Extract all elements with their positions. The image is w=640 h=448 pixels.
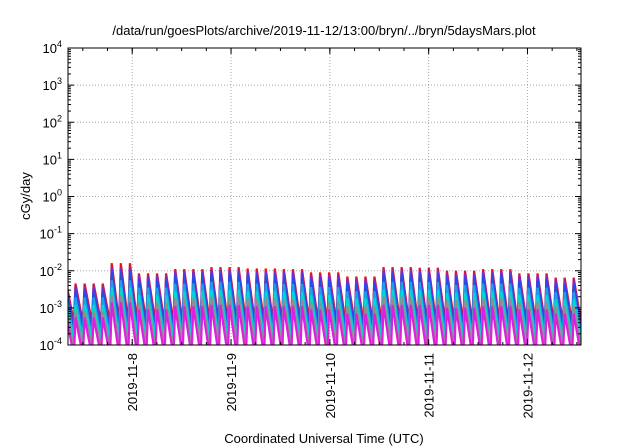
y-tick-label: 103 <box>43 76 62 93</box>
y-tick-label-exponent: -1 <box>54 225 62 235</box>
y-tick-label: 10-1 <box>40 225 62 242</box>
y-axis-label: cGy/day <box>18 172 33 220</box>
y-tick-label: 101 <box>43 150 62 167</box>
series-group <box>68 263 581 345</box>
y-tick-label-base: 10 <box>43 152 57 167</box>
y-tick-label-exponent: -2 <box>54 262 62 272</box>
y-tick-label-exponent: -4 <box>54 336 62 346</box>
y-tick-label-exponent: 3 <box>57 76 62 86</box>
chart-title: /data/run/goesPlots/archive/2019-11-12/1… <box>112 23 536 38</box>
y-tick-label-base: 10 <box>40 338 54 353</box>
y-tick-label: 102 <box>43 113 62 130</box>
y-tick-label-base: 10 <box>40 227 54 242</box>
y-tick-label-exponent: 4 <box>57 39 62 49</box>
y-tick-label-base: 10 <box>43 115 57 130</box>
y-tick-label-base: 10 <box>43 41 57 56</box>
y-tick-label: 100 <box>43 188 62 205</box>
series-line-7 <box>68 302 581 345</box>
x-tick-label: 2019-11-11 <box>422 353 437 418</box>
y-tick-label-exponent: -3 <box>54 299 62 309</box>
y-tick-label: 10-4 <box>40 336 62 353</box>
y-tick-label-base: 10 <box>40 301 54 316</box>
y-tick-label-base: 10 <box>40 264 54 279</box>
x-tick-label: 2019-11-10 <box>323 353 338 419</box>
y-tick-label: 10-2 <box>40 262 62 279</box>
y-tick-label: 10-3 <box>40 299 62 316</box>
y-tick-label-base: 10 <box>43 78 57 93</box>
y-tick-label-exponent: 0 <box>57 188 62 198</box>
y-tick-label-base: 10 <box>43 190 57 205</box>
y-tick-label: 104 <box>43 39 62 56</box>
x-tick-label: 2019-11-12 <box>520 353 535 419</box>
x-tick-label: 2019-11-8 <box>125 353 140 411</box>
y-tick-label-exponent: 1 <box>57 150 62 160</box>
x-tick-label: 2019-11-9 <box>224 353 239 411</box>
y-tick-label-exponent: 2 <box>57 113 62 123</box>
x-axis-label: Coordinated Universal Time (UTC) <box>224 431 423 446</box>
x-axis: 2019-11-8 2019-11-9 2019-11-10 2019-11-11 20… <box>82 48 578 419</box>
